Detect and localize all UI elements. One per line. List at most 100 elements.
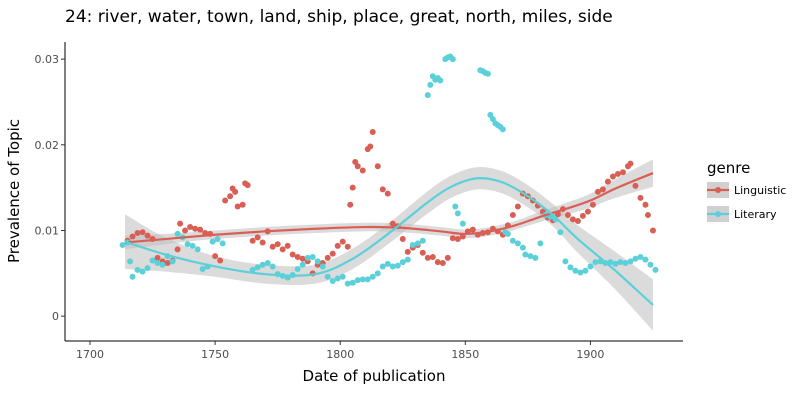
linguistic-data-point	[222, 197, 229, 204]
literary-data-point	[637, 254, 644, 261]
literary-data-point	[154, 260, 161, 267]
linguistic-data-point	[399, 236, 406, 243]
literary-data-point	[329, 278, 336, 285]
literary-data-point	[607, 259, 614, 266]
literary-data-point	[617, 259, 624, 266]
linguistic-data-point	[349, 184, 356, 191]
y-axis-ticks: 0 0.01 0.02 0.03	[35, 53, 65, 323]
literary-data-point	[567, 264, 574, 271]
linguistic-data-point	[594, 188, 601, 195]
literary-data-point	[452, 203, 459, 210]
literary-data-point	[159, 261, 166, 268]
literary-data-point	[522, 251, 529, 258]
literary-data-point	[532, 254, 539, 261]
linguistic-data-point	[627, 160, 634, 167]
literary-data-point	[652, 266, 659, 273]
y-tick-label: 0.01	[35, 224, 60, 237]
linguistic-data-point	[284, 242, 291, 249]
linguistic-data-point	[249, 237, 256, 244]
literary-data-point	[364, 276, 371, 283]
linguistic-data-point	[227, 193, 234, 200]
literary-data-point	[354, 277, 361, 284]
linguistic-data-point	[139, 229, 146, 236]
linguistic-data-point	[359, 167, 366, 174]
linguistic-data-point	[187, 224, 194, 231]
linguistic-data-point	[449, 235, 456, 242]
linguistic-data-point	[444, 254, 451, 261]
x-axis-ticks: 1700 1750 1800 1850 1900	[76, 341, 604, 361]
linguistic-data-point	[254, 234, 261, 241]
literary-data-point	[374, 270, 381, 277]
linguistic-legend-key-point	[715, 187, 721, 193]
linguistic-data-point	[379, 186, 386, 193]
literary-data-point	[139, 268, 146, 275]
legend-title: genre	[707, 159, 750, 177]
literary-smooth-line	[124, 177, 654, 306]
linguistic-data-point	[329, 250, 336, 257]
x-axis-title: Date of publication	[303, 367, 446, 385]
linguistic-data-point	[632, 182, 639, 189]
chart-title: 24: river, water, town, land, ship, plac…	[65, 7, 613, 27]
linguistic-data-point	[384, 190, 391, 197]
literary-data-point	[519, 244, 526, 251]
literary-data-point	[557, 229, 564, 236]
linguistic-smooth-line	[124, 172, 654, 244]
linguistic-data-point	[234, 203, 241, 210]
literary-data-point	[572, 267, 579, 274]
literary-data-point	[622, 260, 629, 267]
linguistic-data-point	[649, 227, 656, 234]
literary-data-point	[149, 257, 156, 264]
literary-data-point	[174, 230, 181, 237]
linguistic-data-point	[244, 182, 251, 189]
linguistic-data-point	[274, 241, 281, 248]
linguistic-data-point	[177, 220, 184, 227]
literary-data-point	[269, 263, 276, 270]
literary-data-point	[344, 280, 351, 287]
literary-data-point	[194, 246, 201, 253]
literary-data-point	[582, 267, 589, 274]
literary-data-point	[509, 237, 516, 244]
linguistic-data-point	[599, 186, 606, 193]
literary-data-point	[304, 254, 311, 261]
literary-data-point	[127, 258, 134, 265]
linguistic-data-point	[514, 203, 521, 210]
linguistic-data-point	[642, 201, 649, 208]
linguistic-data-point	[217, 257, 224, 264]
literary-data-point	[414, 240, 421, 247]
literary-data-point	[254, 264, 261, 271]
literary-data-point	[404, 256, 411, 263]
linguistic-data-point	[644, 212, 651, 219]
linguistic-data-point	[354, 163, 361, 170]
linguistic-confidence-band	[125, 159, 653, 250]
legend-items: Linguistic Literary	[707, 182, 786, 222]
linguistic-data-point	[589, 201, 596, 208]
linguistic-data-point	[299, 255, 306, 262]
smoothing-bands	[125, 159, 653, 331]
linguistic-data-point	[604, 178, 611, 185]
linguistic-data-point	[294, 254, 301, 261]
literary-data-point	[199, 266, 206, 273]
linguistic-data-point	[164, 260, 171, 267]
literary-data-point	[627, 258, 634, 265]
literary-data-point	[349, 279, 356, 286]
linguistic-data-point	[197, 226, 204, 233]
smoothing-lines	[124, 172, 654, 306]
literary-data-point	[424, 92, 431, 99]
linguistic-data-point	[232, 188, 239, 195]
linguistic-data-point	[614, 170, 621, 177]
literary-data-point	[409, 242, 416, 249]
linguistic-legend-label: Linguistic	[734, 184, 786, 197]
linguistic-data-point	[174, 246, 181, 253]
linguistic-data-point	[609, 173, 616, 180]
literary-data-point	[259, 261, 266, 268]
linguistic-data-point	[454, 236, 461, 243]
linguistic-data-point	[279, 246, 286, 253]
literary-data-point	[504, 230, 511, 237]
linguistic-data-point	[369, 128, 376, 135]
linguistic-data-point	[289, 251, 296, 258]
linguistic-data-point	[419, 249, 426, 256]
y-tick-label: 0.03	[35, 53, 60, 66]
linguistic-data-point	[569, 216, 576, 223]
literary-data-point	[119, 242, 126, 249]
